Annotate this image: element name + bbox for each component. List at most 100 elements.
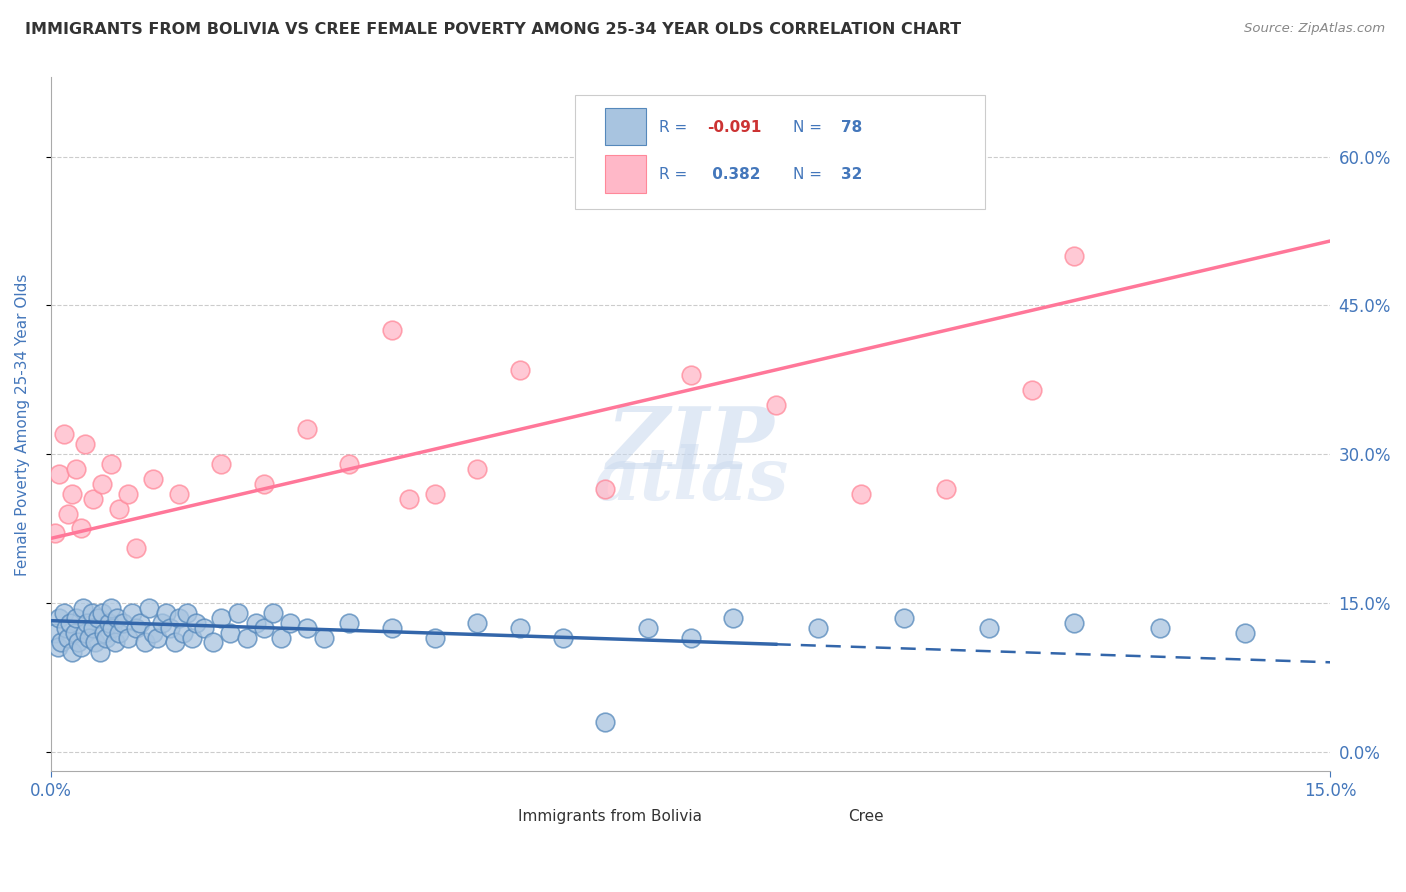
Point [180, 631, 202, 645]
Point [100, 600, 122, 615]
Point [209, 457, 232, 471]
Point [49, 635, 72, 649]
Point [58, 615, 80, 630]
Y-axis label: Female Poverty Among 25-34 Year Olds: Female Poverty Among 25-34 Year Olds [15, 273, 30, 575]
Point [97, 615, 120, 630]
Text: N =: N = [793, 120, 827, 135]
Point [172, 625, 194, 640]
Point [44, 625, 66, 640]
Point [93, 625, 115, 640]
Point [184, 615, 207, 630]
Point [56, 631, 79, 645]
Point [82, 621, 104, 635]
Point [253, 476, 276, 491]
Point [52, 606, 75, 620]
Point [509, 621, 531, 635]
Point [112, 615, 135, 630]
Point [56, 507, 79, 521]
Point [69, 521, 91, 535]
Point [96, 631, 118, 645]
Point [138, 600, 160, 615]
Point [142, 472, 165, 486]
Point [91, 476, 114, 491]
Text: R =: R = [658, 120, 692, 135]
Point [100, 457, 122, 471]
Point [245, 615, 267, 630]
Point [423, 487, 446, 501]
Point [73, 437, 96, 451]
Point [155, 606, 177, 620]
Text: -0.091: -0.091 [707, 120, 762, 135]
Point [108, 501, 131, 516]
Point [142, 625, 165, 640]
Point [593, 714, 616, 729]
Point [721, 610, 744, 624]
Point [150, 615, 173, 630]
Text: N =: N = [793, 167, 827, 182]
Point [159, 621, 181, 635]
Point [91, 606, 114, 620]
Point [295, 621, 318, 635]
Point [228, 606, 250, 620]
FancyBboxPatch shape [471, 801, 512, 831]
Point [849, 487, 872, 501]
Point [176, 606, 198, 620]
Text: 0.382: 0.382 [707, 167, 761, 182]
Point [80, 606, 103, 620]
Point [278, 615, 301, 630]
Point [295, 422, 318, 436]
Point [84, 635, 107, 649]
FancyBboxPatch shape [605, 155, 645, 193]
Point [201, 635, 224, 649]
Point [117, 631, 139, 645]
Point [77, 631, 100, 645]
FancyBboxPatch shape [605, 108, 645, 145]
Point [129, 615, 152, 630]
Point [935, 482, 957, 496]
Text: Cree: Cree [848, 809, 883, 824]
Point [593, 482, 616, 496]
Point [253, 621, 276, 635]
Point [1063, 249, 1085, 263]
Point [72, 600, 94, 615]
Point [398, 491, 420, 506]
Point [52, 427, 75, 442]
Point [125, 621, 148, 635]
Point [381, 621, 404, 635]
Point [465, 462, 488, 476]
Point [167, 487, 190, 501]
Point [63, 625, 86, 640]
Point [44, 526, 66, 541]
Point [679, 631, 702, 645]
Point [1149, 621, 1171, 635]
Point [76, 615, 98, 630]
Point [807, 621, 830, 635]
Point [765, 398, 787, 412]
Point [89, 645, 111, 659]
Point [67, 635, 90, 649]
Point [381, 323, 404, 337]
FancyBboxPatch shape [575, 95, 984, 210]
Point [121, 606, 143, 620]
Point [236, 631, 259, 645]
Text: 32: 32 [841, 167, 863, 182]
Point [108, 625, 131, 640]
Text: ZIP: ZIP [606, 403, 775, 487]
Point [101, 621, 124, 635]
Point [167, 610, 190, 624]
FancyBboxPatch shape [810, 801, 842, 831]
Point [337, 615, 360, 630]
Point [893, 610, 915, 624]
Point [65, 462, 87, 476]
Point [637, 621, 659, 635]
Text: 78: 78 [841, 120, 863, 135]
Point [1021, 383, 1043, 397]
Point [679, 368, 702, 382]
Point [163, 635, 186, 649]
Point [73, 625, 96, 640]
Point [104, 635, 127, 649]
Point [125, 541, 148, 556]
Point [82, 491, 104, 506]
Point [977, 621, 1000, 635]
Point [1063, 615, 1085, 630]
